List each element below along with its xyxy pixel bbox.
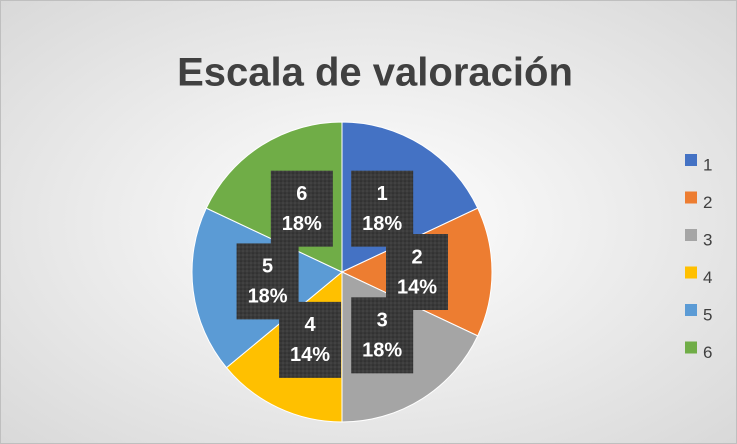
legend-label: 1	[703, 155, 712, 174]
data-label-category: 6	[296, 183, 307, 205]
data-label-value: 14%	[290, 344, 330, 366]
data-label-category: 2	[411, 246, 422, 268]
legend-swatch	[685, 191, 697, 204]
data-label-value: 18%	[362, 340, 402, 362]
legend-label: 6	[703, 343, 712, 362]
legend-swatch	[685, 154, 697, 166]
data-label-value: 18%	[282, 213, 322, 235]
data-label-box	[236, 243, 299, 320]
legend-swatch	[685, 266, 697, 279]
legend-label: 4	[703, 268, 712, 287]
data-label-value: 18%	[248, 286, 288, 308]
legend-label: 5	[703, 305, 712, 324]
data-label-category: 4	[305, 314, 317, 336]
legend-swatch	[685, 341, 697, 354]
data-label-box	[351, 297, 414, 374]
data-label-box	[270, 170, 333, 247]
legend-swatch	[685, 229, 697, 241]
legend-swatch	[685, 304, 697, 316]
data-label-value: 18%	[362, 213, 402, 235]
data-label-category: 3	[377, 310, 388, 332]
data-label-value: 14%	[397, 276, 437, 298]
data-label-category: 5	[262, 256, 273, 278]
data-label-category: 1	[377, 183, 388, 205]
legend-label: 2	[703, 193, 712, 212]
chart-title: Escala de valoración	[177, 51, 573, 95]
legend-label: 3	[703, 230, 712, 249]
